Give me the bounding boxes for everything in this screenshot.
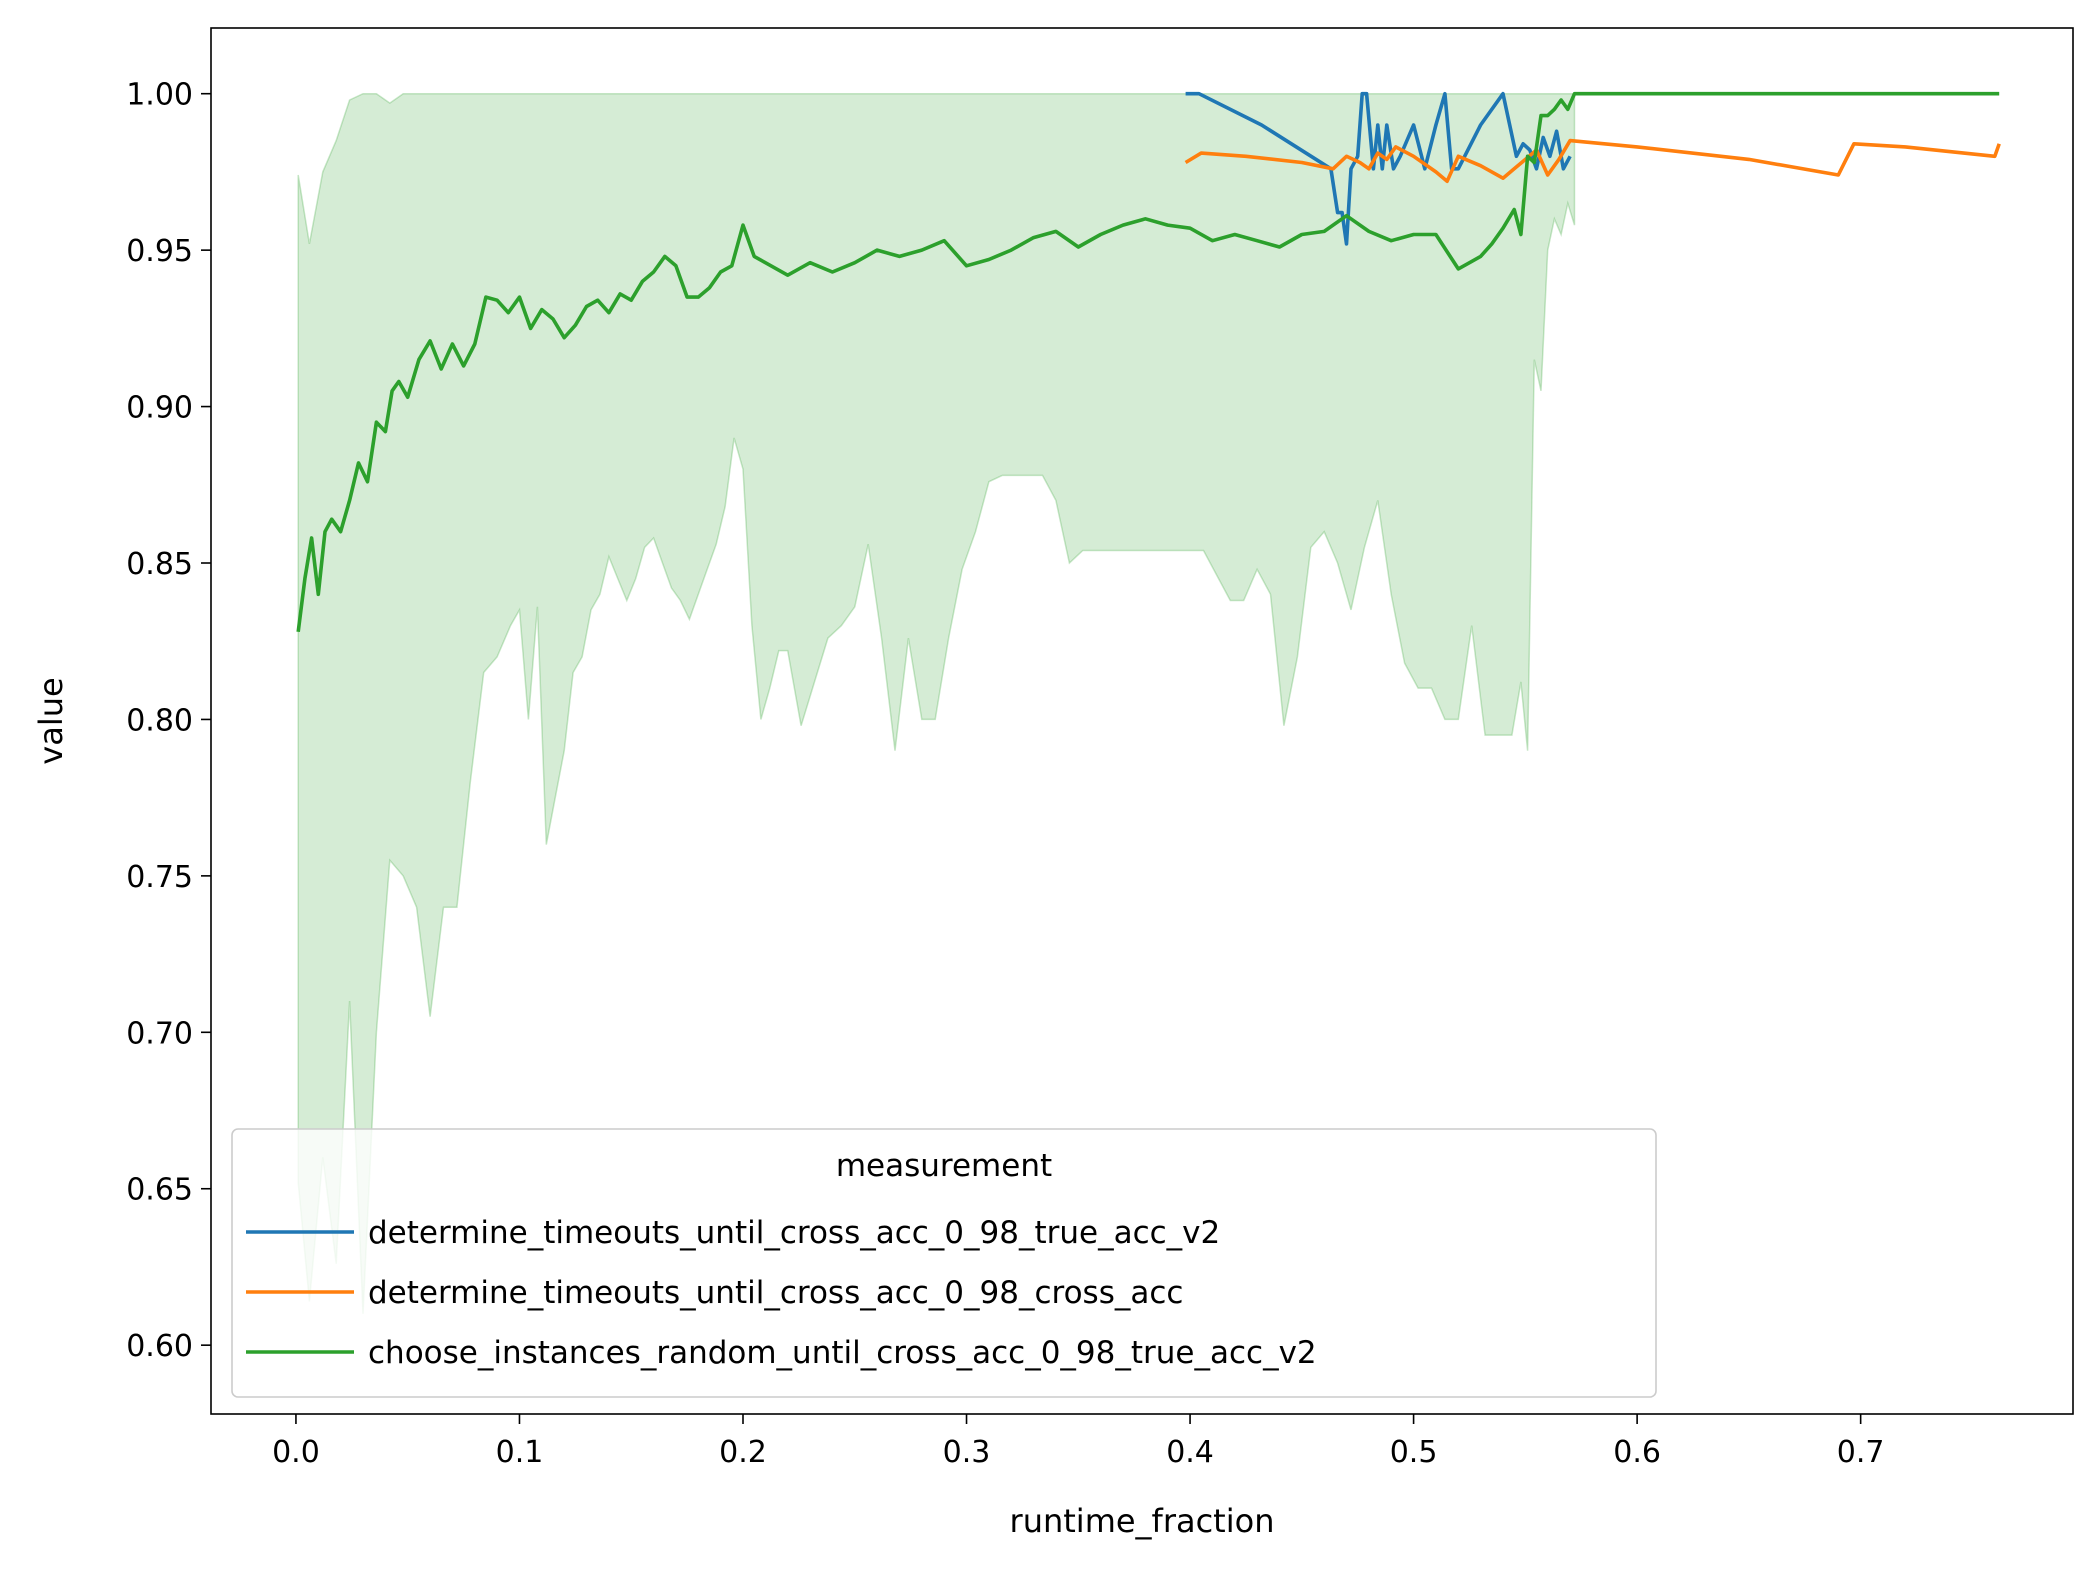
x-axis-label: runtime_fraction: [1010, 1502, 1275, 1540]
x-tick-label: 0.2: [719, 1435, 767, 1470]
y-tick-label: 0.75: [126, 860, 193, 895]
x-tick-label: 0.4: [1166, 1435, 1214, 1470]
y-tick-label: 0.90: [126, 391, 193, 426]
x-tick-label: 0.6: [1613, 1435, 1661, 1470]
x-tick-label: 0.0: [272, 1435, 320, 1470]
confidence-bands: [297, 92, 1576, 1314]
series-3-confidence-band: [297, 92, 1576, 1314]
x-tick-label: 0.3: [943, 1435, 991, 1470]
x-tick-label: 0.5: [1390, 1435, 1438, 1470]
y-axis: 0.60 0.65 0.70 0.75 0.80 0.85 0.90 0.95 1.00: [126, 78, 211, 1364]
series-3-line: [296, 91, 2000, 633]
series-lines: [296, 91, 2001, 633]
series-2-line: [1184, 138, 2001, 184]
legend-title: measurement: [836, 1148, 1052, 1184]
y-tick-label: 0.95: [126, 234, 193, 269]
legend-entry: determine_timeouts_until_cross_acc_0_98_…: [368, 1215, 1220, 1251]
legend-entry: determine_timeouts_until_cross_acc_0_98_…: [368, 1275, 1183, 1311]
plot-frame: [210, 27, 2074, 1415]
y-tick-label: 0.70: [126, 1016, 193, 1051]
legend-box: [231, 1128, 1657, 1398]
series-1-line: [1185, 91, 1572, 246]
y-tick-label: 0.65: [126, 1173, 193, 1208]
x-axis: 0.0 0.1 0.2 0.3 0.4 0.5 0.6 0.7: [272, 1414, 1885, 1470]
legend: measurement determine_timeouts_until_cro…: [231, 1128, 1657, 1398]
legend-entry: choose_instances_random_until_cross_acc_…: [368, 1335, 1317, 1371]
x-tick-label: 0.1: [496, 1435, 544, 1470]
y-tick-label: 1.00: [126, 78, 193, 113]
y-tick-label: 0.60: [126, 1329, 193, 1364]
y-tick-label: 0.85: [126, 547, 193, 582]
x-tick-label: 0.7: [1837, 1435, 1885, 1470]
y-tick-label: 0.80: [126, 703, 193, 738]
y-axis-label: value: [32, 677, 70, 764]
